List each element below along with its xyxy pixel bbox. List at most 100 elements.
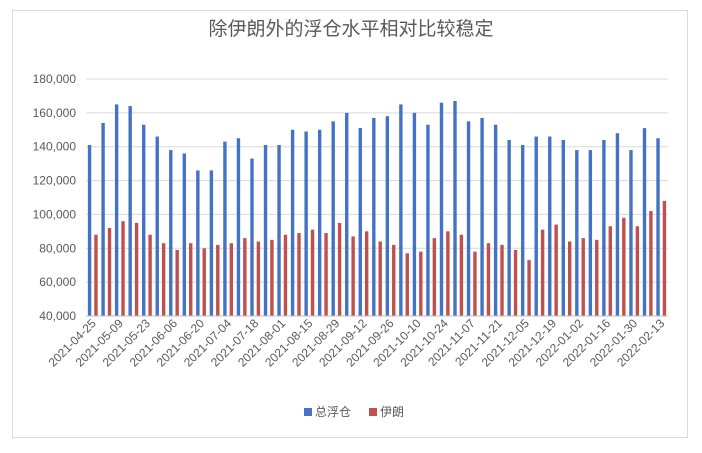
- bar: [202, 248, 206, 316]
- chart-title: 除伊朗外的浮仓水平相对比较稳定: [208, 18, 494, 40]
- bar: [432, 238, 437, 316]
- bar: [337, 222, 342, 316]
- bar: [426, 124, 430, 316]
- bar: [229, 243, 234, 316]
- bar: [602, 139, 606, 316]
- bar: [101, 123, 105, 316]
- bar: [642, 128, 647, 316]
- y-tick-label: 60,000: [39, 275, 76, 289]
- x-axis: 2021-04-252021-05-092021-05-232021-06-06…: [46, 315, 668, 370]
- bar: [364, 231, 369, 316]
- bar: [87, 145, 92, 316]
- bar: [216, 244, 220, 316]
- bar: [148, 234, 152, 316]
- bar: [277, 145, 281, 316]
- bar: [283, 234, 288, 316]
- bar: [520, 145, 525, 316]
- bar: [662, 200, 667, 316]
- bar: [507, 139, 511, 316]
- bar: [649, 211, 653, 316]
- y-tick-label: 100,000: [33, 207, 77, 221]
- y-tick-label: 160,000: [33, 106, 77, 120]
- bar: [453, 101, 457, 316]
- bar: [128, 106, 132, 316]
- bar: [161, 243, 166, 316]
- bar: [419, 251, 423, 316]
- bar: [270, 239, 274, 316]
- bar: [134, 222, 139, 316]
- bar: [324, 233, 328, 316]
- bar: [209, 170, 214, 316]
- bar: [358, 128, 362, 316]
- y-tick-label: 120,000: [33, 174, 77, 188]
- y-axis: 40,000 60,000 80,000 100,000 120,000 140,000 1…: [33, 72, 77, 323]
- bar: [169, 150, 173, 316]
- bar: [459, 234, 464, 316]
- bar: [331, 121, 335, 316]
- bar: [466, 121, 471, 316]
- y-tick-label: 140,000: [33, 140, 77, 154]
- bar: [588, 150, 593, 316]
- bar: [554, 224, 558, 316]
- bar: [317, 129, 322, 316]
- bar: [392, 244, 396, 316]
- legend: 总浮仓 伊朗: [304, 405, 404, 419]
- bar: [372, 117, 376, 316]
- bars: [87, 101, 667, 317]
- bar: [256, 241, 261, 316]
- bar: [513, 249, 518, 316]
- bar: [304, 131, 308, 316]
- legend-swatch: [304, 408, 312, 416]
- bar: [196, 170, 200, 316]
- legend-swatch: [369, 408, 377, 416]
- bar: [223, 141, 227, 316]
- bar: [351, 236, 355, 316]
- bar: [615, 133, 620, 316]
- bar: [155, 136, 159, 316]
- bar: [378, 241, 382, 316]
- y-tick-label: 40,000: [39, 309, 76, 323]
- bar: [114, 104, 119, 317]
- legend-label: 伊朗: [380, 405, 404, 419]
- bar: [493, 124, 498, 316]
- bar: [175, 249, 179, 316]
- bar: [405, 253, 409, 316]
- bar: [399, 104, 403, 317]
- bar: [243, 238, 247, 316]
- bar: [345, 112, 349, 316]
- bar: [656, 138, 660, 316]
- bar: [263, 145, 268, 316]
- bar: [635, 226, 640, 316]
- bar: [439, 102, 444, 316]
- bar: [94, 234, 98, 316]
- bar: [548, 136, 552, 316]
- bar: [107, 227, 112, 316]
- legend-label: 总浮仓: [315, 405, 351, 419]
- bar: [581, 238, 585, 316]
- bar: [142, 124, 146, 316]
- bar: [385, 116, 390, 316]
- bar: [297, 233, 301, 316]
- bar: [629, 150, 633, 316]
- bar: [189, 243, 193, 316]
- bar: [561, 139, 565, 316]
- bar: [290, 129, 295, 316]
- bar: [540, 229, 545, 316]
- bar: [595, 239, 599, 316]
- bar: [310, 229, 315, 316]
- y-tick-label: 80,000: [39, 241, 76, 255]
- bar: [500, 244, 504, 316]
- bar: [575, 150, 579, 316]
- bar: [250, 158, 254, 316]
- bar: [622, 217, 626, 316]
- bar: [527, 260, 531, 316]
- bar: [446, 231, 450, 316]
- bar: [236, 138, 241, 316]
- y-tick-label: 180,000: [33, 72, 77, 86]
- bar: [534, 136, 538, 316]
- bar: [486, 243, 491, 316]
- bar: [412, 112, 417, 316]
- bar: [182, 153, 187, 316]
- bar: [473, 251, 477, 316]
